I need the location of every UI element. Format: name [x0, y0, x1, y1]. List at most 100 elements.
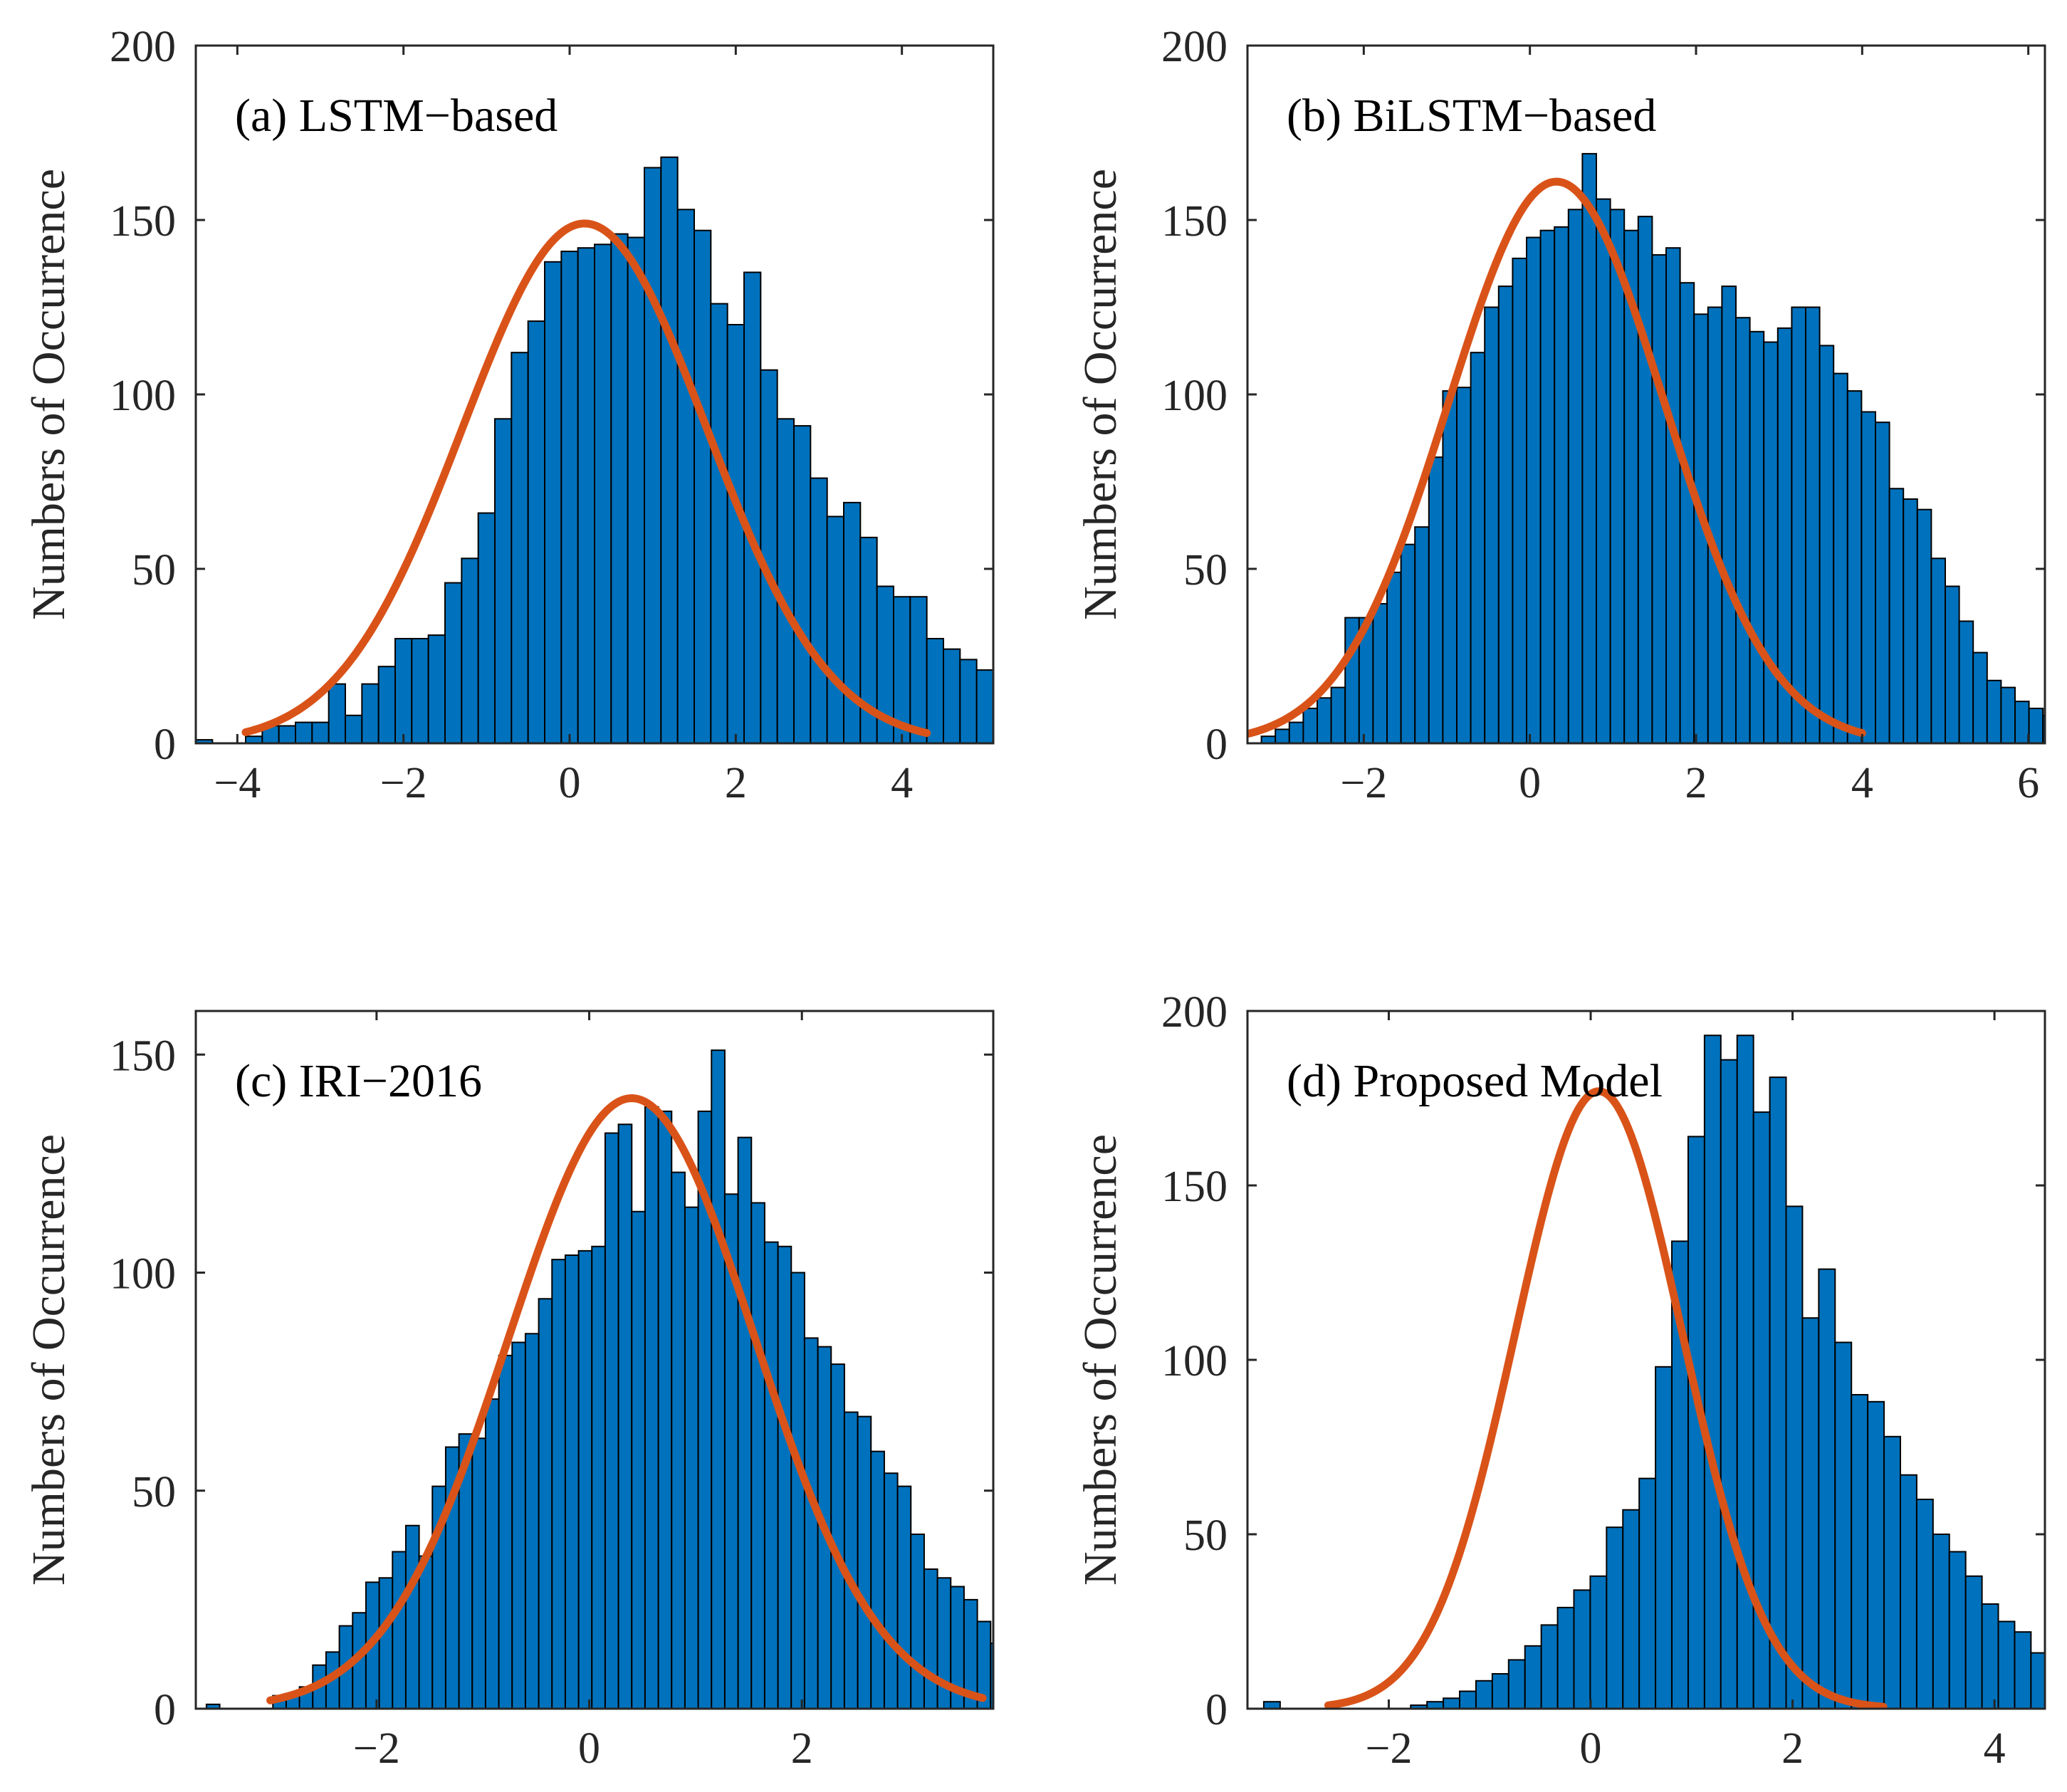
histogram-bar — [737, 1136, 753, 1709]
y-axis-label: Numbers of Occurrence — [1074, 169, 1126, 620]
histogram-bar — [1964, 1575, 1983, 1709]
histogram-bar — [1981, 1603, 1999, 1709]
histogram-bar — [1655, 1366, 1673, 1709]
histogram-bar — [726, 324, 745, 743]
x-tick-label: 2 — [791, 1724, 813, 1773]
histogram-bar — [1846, 390, 1863, 743]
x-tick-label: 2 — [725, 759, 747, 807]
histogram-bar — [610, 233, 629, 743]
y-tick-label: 0 — [154, 1686, 176, 1734]
histogram-bar — [494, 418, 513, 743]
axes-box — [194, 1010, 995, 1710]
normal-fit-curve — [1247, 177, 1866, 738]
x-tick-label: −2 — [1340, 759, 1387, 807]
histogram-bar — [910, 1534, 925, 1709]
histogram-bar — [750, 1202, 765, 1709]
histogram-bar — [1606, 1526, 1624, 1709]
histogram-bar — [418, 1555, 434, 1709]
histogram-bar — [1317, 697, 1332, 743]
histogram-bar — [826, 515, 844, 743]
histogram-bar — [1302, 708, 1319, 743]
y-tick-label: 50 — [132, 1468, 176, 1516]
x-tick-label: 4 — [891, 759, 913, 807]
x-tick-label: −4 — [214, 759, 261, 807]
histogram-bar — [2028, 708, 2044, 743]
histogram-bar — [644, 167, 662, 743]
histogram-bar — [1916, 508, 1932, 743]
histogram-bar — [1540, 1624, 1559, 1709]
histogram-bar — [793, 425, 812, 743]
y-tick-label: 100 — [1161, 372, 1228, 420]
histogram-bar — [1637, 216, 1653, 743]
histogram-bar — [1581, 152, 1597, 743]
y-axis-label: Numbers of Occurrence — [23, 1134, 75, 1586]
panel-d: −2 0 2 4 0 50 100 150 200 Numbers of Occurrence (d… — [1074, 988, 2046, 1773]
x-tick-label: 0 — [559, 759, 581, 807]
x-tick-label: −2 — [380, 759, 427, 807]
histogram-bar — [790, 1272, 805, 1709]
histogram-bar — [378, 1577, 394, 1709]
histogram-bar — [896, 1485, 912, 1709]
histogram-bar — [909, 596, 928, 743]
histogram-bar — [1986, 679, 2002, 743]
histogram-bar — [1497, 285, 1514, 743]
histogram-bar — [777, 1245, 792, 1709]
histogram-bar — [843, 1411, 859, 1709]
histogram-bar — [803, 1337, 819, 1709]
histogram-bar — [1475, 1680, 1493, 1709]
histogram-bar — [1400, 543, 1416, 743]
x-tick-label: −2 — [353, 1724, 400, 1773]
histogram-bar — [959, 659, 978, 743]
histogram-bar — [1539, 229, 1556, 743]
histogram-bar — [1556, 1606, 1575, 1709]
y-tick-label: 200 — [110, 23, 176, 71]
histogram-bar — [1679, 282, 1695, 743]
panel-title: (b) BiLSTM−based — [1287, 90, 1656, 142]
x-tick-label: 6 — [2017, 759, 2039, 807]
histogram-bar — [710, 303, 728, 743]
histogram-bar — [1442, 390, 1458, 743]
histogram-bar — [2000, 686, 2016, 743]
histogram-bar — [524, 1333, 540, 1709]
histogram-bar — [1851, 1394, 1869, 1709]
panel-b: −2 0 2 4 6 0 50 100 150 200 Numbers of Occurrence (… — [1074, 23, 2046, 807]
y-tick-label: 150 — [1161, 1163, 1228, 1211]
histogram-bar — [1769, 1076, 1787, 1709]
histogram-bar — [1456, 387, 1472, 743]
plot-area — [196, 156, 993, 743]
histogram-bar — [1945, 585, 1960, 743]
histogram-bar — [1567, 209, 1584, 743]
histogram-bar — [660, 156, 679, 743]
y-tick-label: 50 — [1183, 1511, 1228, 1560]
histogram-bar — [1484, 306, 1500, 743]
histogram-bar — [377, 666, 397, 743]
histogram-bar — [1428, 456, 1444, 743]
x-tick-label: 4 — [1984, 1724, 2006, 1773]
histogram-bar — [1573, 1589, 1591, 1709]
histogram-bar — [2014, 1631, 2032, 1709]
histogram-bar — [1903, 498, 1918, 743]
histogram-bar — [1443, 1697, 1461, 1709]
histogram-bar — [883, 1472, 899, 1709]
histogram-bar — [538, 1298, 553, 1709]
histogram-bar — [577, 247, 596, 743]
histogram-bar — [1834, 1341, 1853, 1709]
histogram-bar — [1507, 1659, 1526, 1709]
histogram-bar — [594, 243, 612, 743]
histogram-bar — [1275, 728, 1290, 743]
plot-area — [205, 1049, 993, 1709]
histogram-bar — [484, 1398, 500, 1709]
histogram-bar — [544, 261, 562, 743]
histogram-bar — [394, 638, 413, 743]
histogram-bar — [1801, 1317, 1820, 1709]
histogram-bar — [1720, 1059, 1738, 1709]
y-tick-label: 200 — [1161, 988, 1228, 1037]
histogram-bar — [392, 1551, 407, 1709]
histogram-bar — [444, 582, 463, 743]
y-tick-label: 200 — [1161, 23, 1228, 71]
histogram-bar — [644, 1106, 659, 1709]
histogram-bar — [1888, 488, 1905, 743]
histogram-bar — [1818, 1268, 1836, 1709]
normal-fit-curve — [266, 1094, 987, 1704]
histogram-bar — [1703, 1034, 1722, 1709]
